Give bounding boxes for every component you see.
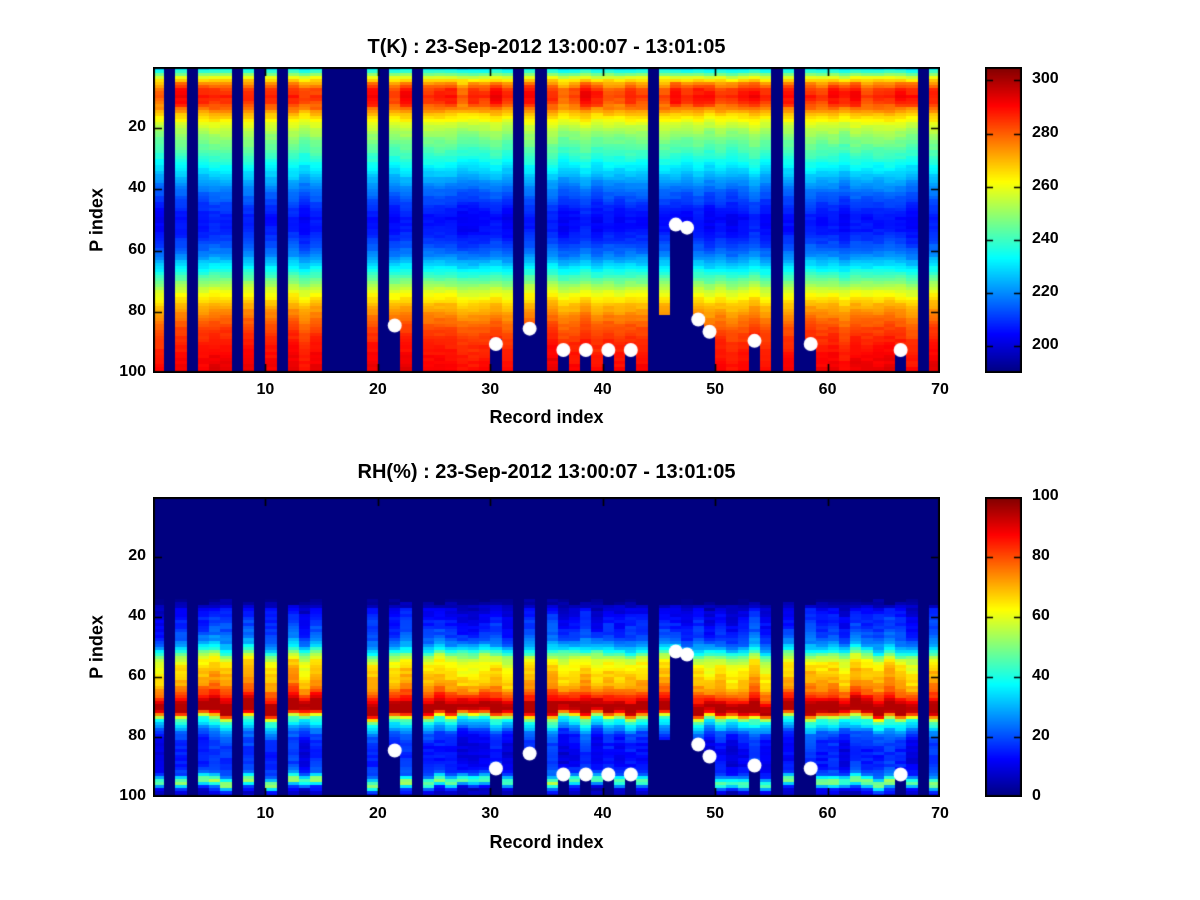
- y-tick-label: 100: [119, 787, 146, 804]
- y-tick-label: 80: [128, 727, 146, 744]
- x-tick-label: 70: [931, 381, 949, 398]
- y-tick-label: 80: [128, 301, 146, 319]
- x-tick-label: 30: [481, 381, 500, 398]
- colorbar-tick-label: 260: [1032, 176, 1059, 194]
- colorbar-tick-label: 20: [1032, 727, 1050, 744]
- x-tick-label: 50: [706, 805, 725, 822]
- x-tick-label: 60: [818, 381, 837, 398]
- temperature-heatmap-canvas: [153, 67, 940, 373]
- x-tick-label: 20: [368, 381, 387, 398]
- x-tick-label: 30: [481, 805, 500, 822]
- colorbar-tick-label: 280: [1032, 123, 1059, 141]
- y-tick-label: 20: [128, 118, 146, 136]
- x-tick-label: 70: [931, 805, 949, 822]
- temperature-x-axis-label: Record index: [489, 407, 604, 427]
- colorbar-tick-label: 220: [1032, 283, 1059, 301]
- x-tick-label: 60: [818, 805, 837, 822]
- x-tick-label: 40: [593, 805, 612, 822]
- colorbar-tick-label: 60: [1032, 607, 1050, 624]
- temperature-colorbar: [985, 67, 1022, 373]
- colorbar-tick-label: 0: [1032, 787, 1041, 804]
- humidity-heatmap-canvas: [153, 497, 940, 797]
- humidity-panel-title: RH(%) : 23-Sep-2012 13:00:07 - 13:01:05: [357, 461, 736, 483]
- colorbar-tick-label: 240: [1032, 229, 1059, 247]
- x-tick-label: 10: [256, 381, 275, 398]
- temperature-y-axis-label: P index: [86, 188, 107, 252]
- x-tick-label: 40: [593, 381, 612, 398]
- colorbar-tick-label: 40: [1032, 667, 1050, 684]
- temperature-panel-title: T(K) : 23-Sep-2012 13:00:07 - 13:01:05: [367, 36, 726, 58]
- humidity-y-axis-label: P index: [86, 615, 107, 679]
- humidity-x-axis-label: Record index: [489, 832, 604, 852]
- x-tick-label: 20: [368, 805, 387, 822]
- y-tick-label: 100: [119, 363, 146, 380]
- humidity-colorbar: [985, 497, 1022, 797]
- x-tick-label: 10: [256, 805, 275, 822]
- colorbar-tick-label: 100: [1032, 487, 1059, 504]
- x-tick-label: 50: [706, 381, 725, 398]
- colorbar-tick-label: 80: [1032, 547, 1050, 564]
- y-tick-label: 20: [128, 547, 146, 564]
- colorbar-tick-label: 200: [1032, 336, 1059, 354]
- colorbar-tick-label: 300: [1032, 70, 1059, 88]
